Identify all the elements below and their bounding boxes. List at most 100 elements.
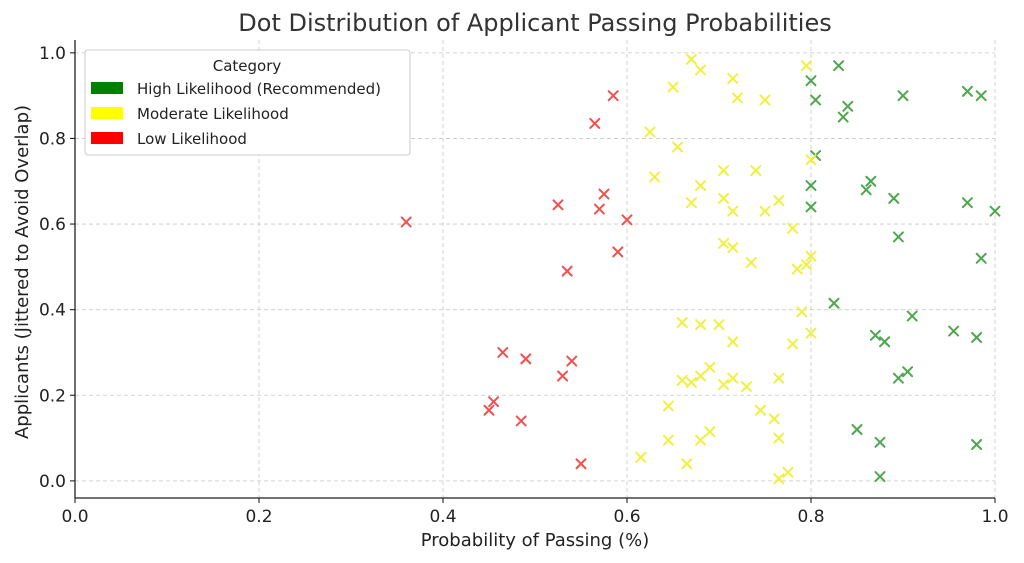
data-point bbox=[695, 319, 707, 331]
data-point bbox=[621, 214, 633, 226]
series-0 bbox=[805, 60, 1001, 483]
y-axis-label: Applicants (Jittered to Avoid Overlap) bbox=[12, 105, 33, 439]
data-point bbox=[612, 246, 624, 258]
y-tick-label: 0.2 bbox=[39, 386, 66, 406]
x-tick-label: 0.8 bbox=[797, 507, 824, 527]
data-point bbox=[902, 366, 914, 378]
data-point bbox=[515, 415, 527, 427]
data-point bbox=[805, 250, 817, 262]
data-point bbox=[681, 458, 693, 470]
data-point bbox=[805, 327, 817, 339]
ticks: 0.0 0.2 0.4 0.6 0.8 1.0 0.0 0.2 0.4 0.6 0.8 1.0 bbox=[39, 44, 1009, 527]
data-point bbox=[731, 92, 743, 104]
data-point bbox=[662, 434, 674, 446]
data-point bbox=[874, 436, 886, 448]
data-point bbox=[759, 205, 771, 217]
y-tick-label: 1.0 bbox=[39, 44, 66, 64]
data-point bbox=[718, 237, 730, 249]
data-point bbox=[718, 379, 730, 391]
data-point bbox=[961, 197, 973, 209]
data-point bbox=[566, 355, 578, 367]
data-point bbox=[800, 259, 812, 271]
data-point bbox=[727, 205, 739, 217]
data-point bbox=[842, 100, 854, 112]
data-point bbox=[704, 361, 716, 373]
x-tick-label: 0.2 bbox=[245, 507, 272, 527]
data-point bbox=[672, 141, 684, 153]
data-point bbox=[713, 319, 725, 331]
data-point bbox=[589, 117, 601, 129]
data-point bbox=[787, 338, 799, 350]
data-point bbox=[483, 404, 495, 416]
data-point bbox=[897, 90, 909, 102]
data-point bbox=[727, 242, 739, 254]
data-point bbox=[685, 53, 697, 65]
data-point bbox=[879, 336, 891, 348]
legend-label-high: High Likelihood (Recommended) bbox=[137, 80, 381, 98]
data-point bbox=[520, 353, 532, 365]
data-point bbox=[497, 346, 509, 358]
series-2 bbox=[400, 90, 633, 470]
data-point bbox=[676, 374, 688, 386]
data-point bbox=[874, 471, 886, 483]
data-point bbox=[805, 180, 817, 192]
data-point bbox=[833, 60, 845, 72]
data-point bbox=[598, 188, 610, 200]
data-point bbox=[787, 222, 799, 234]
x-tick-label: 0.4 bbox=[429, 507, 456, 527]
data-point bbox=[810, 94, 822, 106]
data-point bbox=[782, 466, 794, 478]
data-point bbox=[768, 413, 780, 425]
legend-swatch-moderate bbox=[91, 107, 123, 119]
data-point bbox=[593, 203, 605, 215]
grid bbox=[74, 40, 996, 498]
data-point bbox=[644, 126, 656, 138]
data-point bbox=[805, 201, 817, 213]
data-point bbox=[773, 195, 785, 207]
data-point bbox=[667, 81, 679, 93]
data-point bbox=[971, 331, 983, 343]
data-point bbox=[695, 64, 707, 76]
data-point bbox=[552, 199, 564, 211]
legend-swatch-low bbox=[91, 132, 123, 144]
data-point bbox=[685, 376, 697, 388]
data-point bbox=[685, 197, 697, 209]
data-point bbox=[906, 310, 918, 322]
data-point bbox=[718, 192, 730, 204]
data-point bbox=[805, 154, 817, 166]
data-point bbox=[773, 473, 785, 485]
legend-label-low: Low Likelihood bbox=[137, 130, 247, 148]
data-point bbox=[727, 372, 739, 384]
data-point bbox=[695, 370, 707, 382]
data-point bbox=[851, 424, 863, 436]
data-point bbox=[704, 426, 716, 438]
data-point bbox=[837, 111, 849, 123]
data-point bbox=[759, 94, 771, 106]
data-point bbox=[796, 306, 808, 318]
data-point bbox=[676, 317, 688, 329]
data-point bbox=[745, 257, 757, 269]
data-point bbox=[869, 329, 881, 341]
data-point bbox=[773, 432, 785, 444]
legend-box bbox=[84, 49, 411, 156]
data-point bbox=[635, 451, 647, 463]
data-point bbox=[754, 404, 766, 416]
series-1 bbox=[635, 53, 817, 485]
data-point bbox=[791, 263, 803, 275]
data-point bbox=[975, 252, 987, 264]
data-point bbox=[557, 370, 569, 382]
data-point bbox=[695, 180, 707, 192]
data-point bbox=[727, 73, 739, 85]
data-point bbox=[888, 192, 900, 204]
legend-swatch-high bbox=[91, 82, 123, 94]
data-point bbox=[892, 372, 904, 384]
data-point bbox=[400, 216, 412, 228]
data-point bbox=[865, 175, 877, 187]
data-point bbox=[892, 231, 904, 243]
x-tick-label: 0.0 bbox=[61, 507, 88, 527]
data-point bbox=[607, 90, 619, 102]
data-point bbox=[948, 325, 960, 337]
data-point bbox=[695, 434, 707, 446]
chart-title: Dot Distribution of Applicant Passing Pr… bbox=[238, 9, 831, 37]
